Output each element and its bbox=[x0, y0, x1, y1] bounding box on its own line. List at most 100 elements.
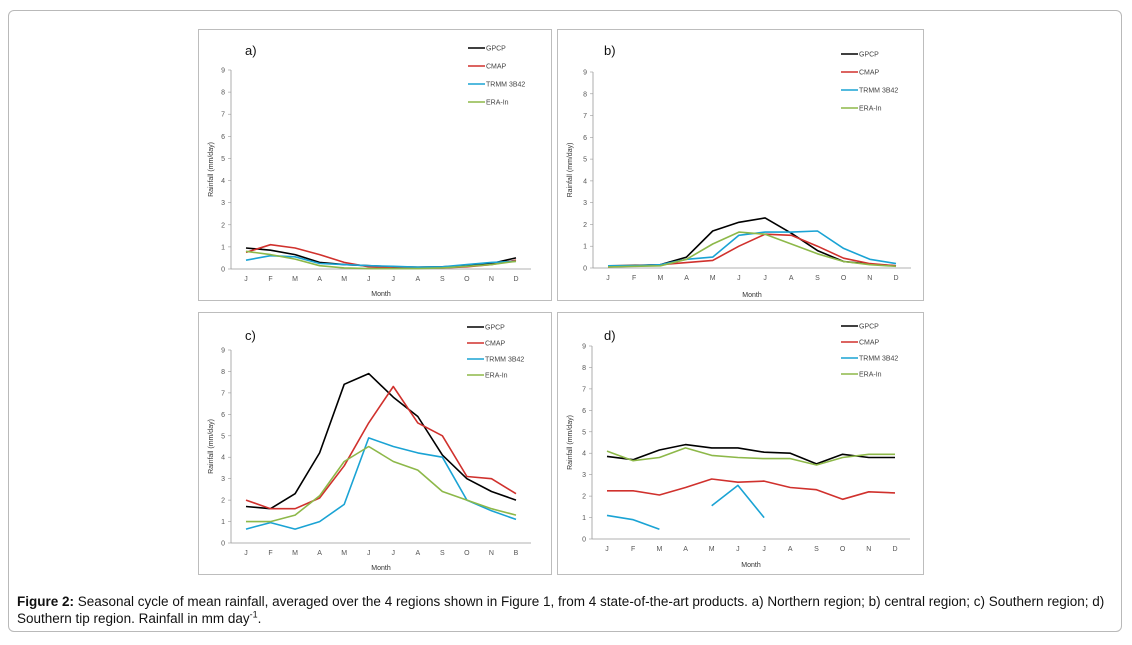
legend-label: CMAP bbox=[486, 64, 507, 71]
x-tick-label: D bbox=[892, 546, 897, 553]
x-tick-label: J bbox=[392, 550, 396, 557]
chart-svg-a: 0 1 2 3 4 5 6 7 8 9 J F M A M J J A S O N D Month Rainfall (mm/… bbox=[208, 43, 531, 298]
series-line-trmm-3b42 bbox=[245, 254, 517, 268]
chart-svg-d: 0 1 2 3 4 5 6 7 8 9 J F M A M J J A S O N D Month Rainfall (mm/… bbox=[567, 324, 910, 569]
x-tick-label: O bbox=[464, 550, 470, 557]
x-tick-label: A bbox=[683, 546, 688, 553]
x-tick-label: B bbox=[514, 550, 519, 557]
x-tick-label: J bbox=[606, 275, 610, 282]
x-axis-title: Month bbox=[371, 291, 391, 298]
chart-panel-a: 0 1 2 3 4 5 6 7 8 9 J F M A M J J A S O N D Month Rainfall (mm/… bbox=[198, 29, 552, 301]
x-tick-label: J bbox=[367, 276, 371, 283]
x-tick-label: M bbox=[292, 550, 298, 557]
legend-label: ERA-In bbox=[859, 106, 882, 113]
x-tick-label: J bbox=[605, 546, 609, 553]
y-tick-label: 5 bbox=[582, 429, 586, 436]
y-tick-label: 3 bbox=[583, 200, 587, 207]
x-tick-label: J bbox=[763, 275, 767, 282]
x-tick-label: N bbox=[866, 546, 871, 553]
y-tick-label: 1 bbox=[582, 515, 586, 522]
x-tick-label: O bbox=[841, 275, 847, 282]
x-tick-label: M bbox=[656, 546, 662, 553]
caption-label: Figure 2: bbox=[17, 594, 75, 609]
y-tick-label: 9 bbox=[221, 68, 225, 75]
y-tick-label: 1 bbox=[221, 519, 225, 526]
y-axis-title: Rainfall (mm/day) bbox=[208, 142, 215, 197]
legend-label: GPCP bbox=[859, 324, 879, 331]
x-tick-label: M bbox=[341, 276, 347, 283]
legend-label: CMAP bbox=[859, 70, 880, 77]
x-tick-label: N bbox=[489, 276, 494, 283]
x-tick-label: J bbox=[736, 546, 740, 553]
x-tick-label: A bbox=[684, 275, 689, 282]
x-tick-label: D bbox=[513, 276, 518, 283]
x-tick-label: F bbox=[632, 275, 636, 282]
panel-label: a) bbox=[245, 43, 257, 58]
y-tick-label: 8 bbox=[582, 365, 586, 372]
y-tick-label: 9 bbox=[582, 344, 586, 351]
x-tick-label: M bbox=[341, 550, 347, 557]
y-tick-label: 3 bbox=[582, 472, 586, 479]
y-tick-label: 2 bbox=[583, 222, 587, 229]
y-tick-label: 9 bbox=[221, 348, 225, 355]
y-tick-label: 2 bbox=[582, 494, 586, 501]
legend-label: GPCP bbox=[486, 46, 506, 53]
legend-label: CMAP bbox=[485, 341, 506, 348]
legend-label: TRMM 3B42 bbox=[485, 357, 524, 364]
y-tick-label: 8 bbox=[221, 90, 225, 97]
y-tick-label: 0 bbox=[583, 266, 587, 273]
x-tick-label: J bbox=[244, 276, 248, 283]
chart-panel-d: 0 1 2 3 4 5 6 7 8 9 J F M A M J J A S O N D Month Rainfall (mm/… bbox=[557, 312, 924, 575]
series-line-gpcp bbox=[245, 372, 517, 510]
x-tick-label: J bbox=[367, 550, 371, 557]
x-tick-label: S bbox=[440, 276, 445, 283]
y-tick-label: 3 bbox=[221, 200, 225, 207]
y-tick-label: 0 bbox=[221, 267, 225, 274]
legend-label: TRMM 3B42 bbox=[859, 356, 898, 363]
y-tick-label: 6 bbox=[221, 134, 225, 141]
x-tick-label: A bbox=[317, 276, 322, 283]
legend-label: ERA-In bbox=[485, 373, 508, 380]
x-tick-label: J bbox=[762, 546, 766, 553]
x-tick-label: N bbox=[489, 550, 494, 557]
legend-label: TRMM 3B42 bbox=[859, 88, 898, 95]
chart-panel-b: 0 1 2 3 4 5 6 7 8 9 J F M A M J J A S O N D Month Rainfall (mm/… bbox=[557, 29, 924, 301]
series-line-era-in bbox=[246, 445, 517, 523]
series-line-era-in bbox=[245, 250, 517, 270]
series-line-trmm-3b42 bbox=[711, 484, 765, 519]
x-tick-label: S bbox=[814, 546, 819, 553]
series-line-cmap bbox=[245, 385, 517, 510]
x-tick-label: A bbox=[788, 546, 793, 553]
legend-label: GPCP bbox=[485, 325, 505, 332]
y-tick-label: 6 bbox=[221, 412, 225, 419]
caption-end: . bbox=[257, 611, 262, 626]
x-tick-label: A bbox=[789, 275, 794, 282]
series-line-trmm-3b42 bbox=[606, 514, 660, 531]
x-tick-label: F bbox=[268, 550, 272, 557]
series-line-era-in bbox=[607, 231, 897, 268]
y-tick-label: 7 bbox=[221, 112, 225, 119]
legend-label: GPCP bbox=[859, 52, 879, 59]
series-line-cmap bbox=[607, 478, 896, 501]
x-tick-label: S bbox=[440, 550, 445, 557]
x-tick-label: F bbox=[631, 546, 635, 553]
y-tick-label: 7 bbox=[221, 390, 225, 397]
panel-label: d) bbox=[604, 328, 616, 343]
series-line-era-in bbox=[606, 447, 895, 466]
x-axis-title: Month bbox=[741, 562, 761, 569]
x-tick-label: M bbox=[657, 275, 663, 282]
y-tick-label: 8 bbox=[221, 369, 225, 376]
y-tick-label: 4 bbox=[583, 178, 587, 185]
caption-text: Seasonal cycle of mean rainfall, average… bbox=[17, 594, 1105, 626]
y-tick-label: 5 bbox=[221, 433, 225, 440]
panel-label: c) bbox=[245, 328, 256, 343]
x-tick-label: A bbox=[415, 550, 420, 557]
y-tick-label: 2 bbox=[221, 498, 225, 505]
x-tick-label: D bbox=[893, 275, 898, 282]
legend-label: ERA-In bbox=[859, 372, 882, 379]
y-tick-label: 8 bbox=[583, 91, 587, 98]
y-tick-label: 6 bbox=[582, 408, 586, 415]
figure-caption: Figure 2: Seasonal cycle of mean rainfal… bbox=[17, 593, 1117, 627]
caption-superscript: -1 bbox=[249, 609, 258, 620]
x-tick-label: M bbox=[709, 546, 715, 553]
